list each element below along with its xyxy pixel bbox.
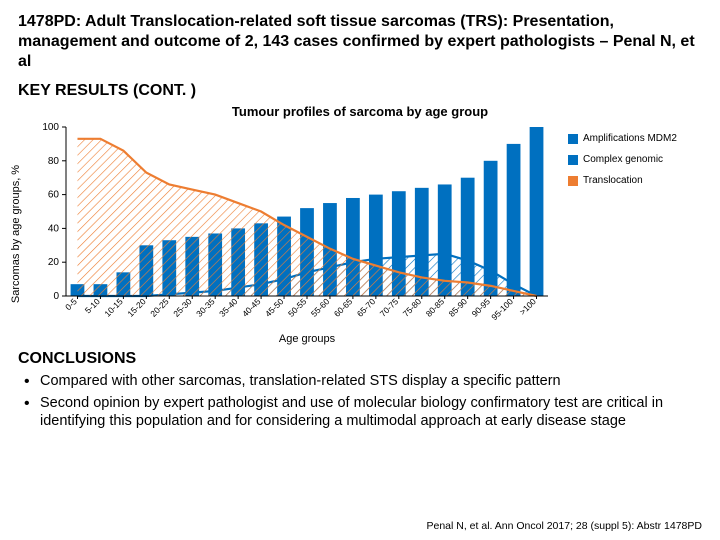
x-tick-label: 40-45 [240,296,263,319]
chart-svg: 0204060801000-55-1010-1515-2020-2525-303… [18,121,558,346]
citation: Penal N, et al. Ann Oncol 2017; 28 (supp… [426,520,702,532]
legend-swatch [568,134,578,144]
slide-title: 1478PD: Adult Translocation-related soft… [18,12,702,72]
legend-item: Translocation [568,175,702,186]
bar [507,144,521,296]
x-tick-label: 15-20 [125,296,148,319]
chart-row: Sarcomas by age groups, % 0204060801000-… [18,121,702,346]
x-tick-label: 30-35 [194,296,217,319]
x-tick-label: 50-55 [286,296,309,319]
x-tick-label: 20-25 [148,296,171,319]
x-tick-label: 65-70 [355,296,378,319]
conclusion-bullet: Compared with other sarcomas, translatio… [24,372,702,390]
chart-title: Tumour profiles of sarcoma by age group [18,104,702,119]
x-tick-label: 35-40 [217,296,240,319]
legend: Amplifications MDM2 Complex genomic Transl… [558,121,702,196]
x-tick-label: 75-80 [401,296,424,319]
x-tick-label: 85-90 [447,296,470,319]
y-tick-label: 0 [53,291,59,302]
x-tick-label: 0-5 [63,296,79,312]
x-tick-label: 5-10 [83,296,102,315]
slide: 1478PD: Adult Translocation-related soft… [0,0,720,540]
conclusions-heading: CONCLUSIONS [18,350,702,368]
legend-swatch [568,176,578,186]
y-tick-label: 20 [48,257,60,268]
x-tick-label: 55-60 [309,296,332,319]
x-axis-label: Age groups [279,333,336,345]
legend-label: Translocation [583,175,643,186]
legend-item: Amplifications MDM2 [568,133,702,144]
conclusions-list: Compared with other sarcomas, translatio… [18,372,702,430]
y-tick-label: 80 [48,156,60,167]
x-tick-label: 70-75 [378,296,401,319]
y-axis-label: Sarcomas by age groups, % [10,164,22,302]
legend-item: Complex genomic [568,154,702,165]
x-tick-label: >100 [517,296,538,317]
legend-swatch [568,155,578,165]
x-tick-label: 80-85 [424,296,447,319]
conclusion-bullet: Second opinion by expert pathologist and… [24,394,702,430]
x-tick-label: 60-65 [332,296,355,319]
x-tick-label: 25-30 [171,296,194,319]
bar [530,127,544,296]
x-tick-label: 45-50 [263,296,286,319]
y-tick-label: 100 [42,122,59,133]
legend-label: Complex genomic [583,154,663,165]
legend-label: Amplifications MDM2 [583,133,677,144]
chart-block: Sarcomas by age groups, % 0204060801000-… [18,121,558,346]
x-tick-label: 10-15 [102,296,125,319]
y-tick-label: 60 [48,190,60,201]
section-subtitle: KEY RESULTS (CONT. ) [18,82,702,100]
x-tick-label: 95-100 [489,296,515,322]
y-tick-label: 40 [48,223,60,234]
